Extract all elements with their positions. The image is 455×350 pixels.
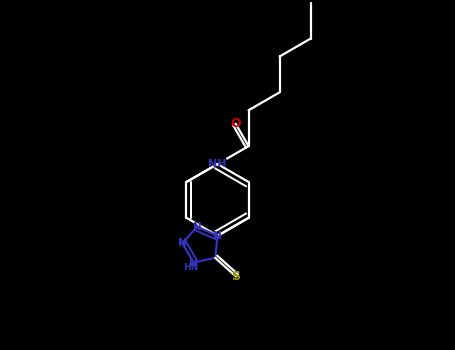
Text: N: N xyxy=(189,258,198,267)
Text: HN: HN xyxy=(183,264,199,272)
Text: O: O xyxy=(230,117,241,130)
Text: NH: NH xyxy=(208,159,227,169)
Text: N: N xyxy=(213,231,222,241)
Text: N: N xyxy=(193,222,202,232)
Text: N: N xyxy=(178,238,187,248)
Text: S: S xyxy=(232,270,240,283)
